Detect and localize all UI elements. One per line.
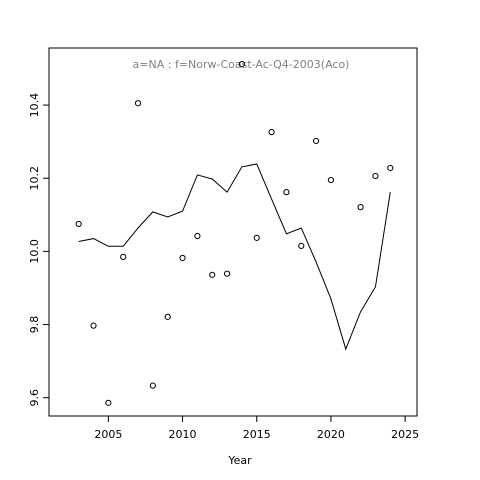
x-tick-label: 2015 (243, 428, 271, 441)
chart-title: a=NA : f=Norw-Coast-Ac-Q4-2003(Aco) (133, 58, 350, 71)
y-tick-label: 9.6 (28, 389, 41, 407)
y-tick-label: 10.2 (28, 166, 41, 191)
data-point (75, 220, 82, 228)
x-tick-label: 2005 (94, 428, 122, 441)
data-point (268, 129, 275, 136)
data-point (149, 382, 156, 389)
x-axis-label: Year (227, 454, 252, 467)
data-point (120, 253, 127, 260)
data-point (298, 242, 305, 250)
y-tick-label: 9.8 (28, 316, 41, 334)
data-point (357, 204, 364, 211)
data-point (179, 254, 186, 262)
data-point (387, 164, 394, 172)
data-point (327, 176, 335, 184)
data-point (209, 271, 216, 278)
x-tick-label: 2025 (391, 428, 419, 441)
data-point (134, 100, 142, 107)
y-tick-label: 10.4 (28, 93, 41, 118)
x-tick-label: 2020 (317, 428, 345, 441)
data-point (105, 399, 112, 406)
data-point (238, 60, 246, 68)
data-point (164, 313, 171, 320)
data-point (283, 189, 290, 196)
data-point (194, 232, 201, 240)
data-point (90, 322, 97, 329)
y-tick-label: 10.0 (28, 239, 41, 264)
data-point (312, 137, 320, 145)
data-point (223, 270, 231, 277)
data-point (372, 172, 379, 180)
data-line (78, 163, 391, 351)
data-point (253, 234, 260, 241)
x-tick-label: 2010 (169, 428, 197, 441)
